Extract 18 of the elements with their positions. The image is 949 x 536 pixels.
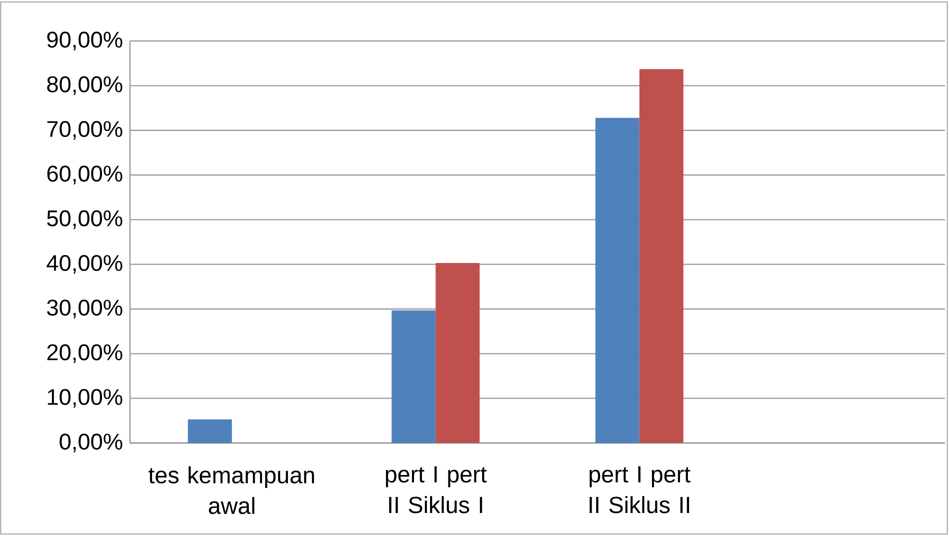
- y-tick-label: 0,00%: [60, 434, 122, 452]
- y-tick-label: 60,00%: [47, 166, 122, 184]
- bar: [595, 118, 640, 443]
- y-tick-label: 50,00%: [47, 210, 122, 230]
- bar: [639, 69, 684, 443]
- y-tick-label: 80,00%: [47, 76, 122, 96]
- x-tick-label: tes kemampuan awal: [148, 466, 314, 514]
- bar: [188, 419, 232, 443]
- y-tick-label: 70,00%: [47, 120, 122, 140]
- y-tick-label: 10,00%: [48, 388, 122, 408]
- x-tick-label: pert I pert II Siklus I: [386, 466, 487, 514]
- y-tick-label: 20,00%: [47, 344, 122, 364]
- x-tick-label: pert I pert II Siklus II: [590, 466, 690, 514]
- y-tick-label: 40,00%: [46, 254, 122, 274]
- bar: [392, 310, 436, 443]
- bar: [436, 262, 480, 443]
- y-tick-label: 90,00%: [47, 32, 122, 50]
- y-tick-label: 30,00%: [47, 300, 122, 318]
